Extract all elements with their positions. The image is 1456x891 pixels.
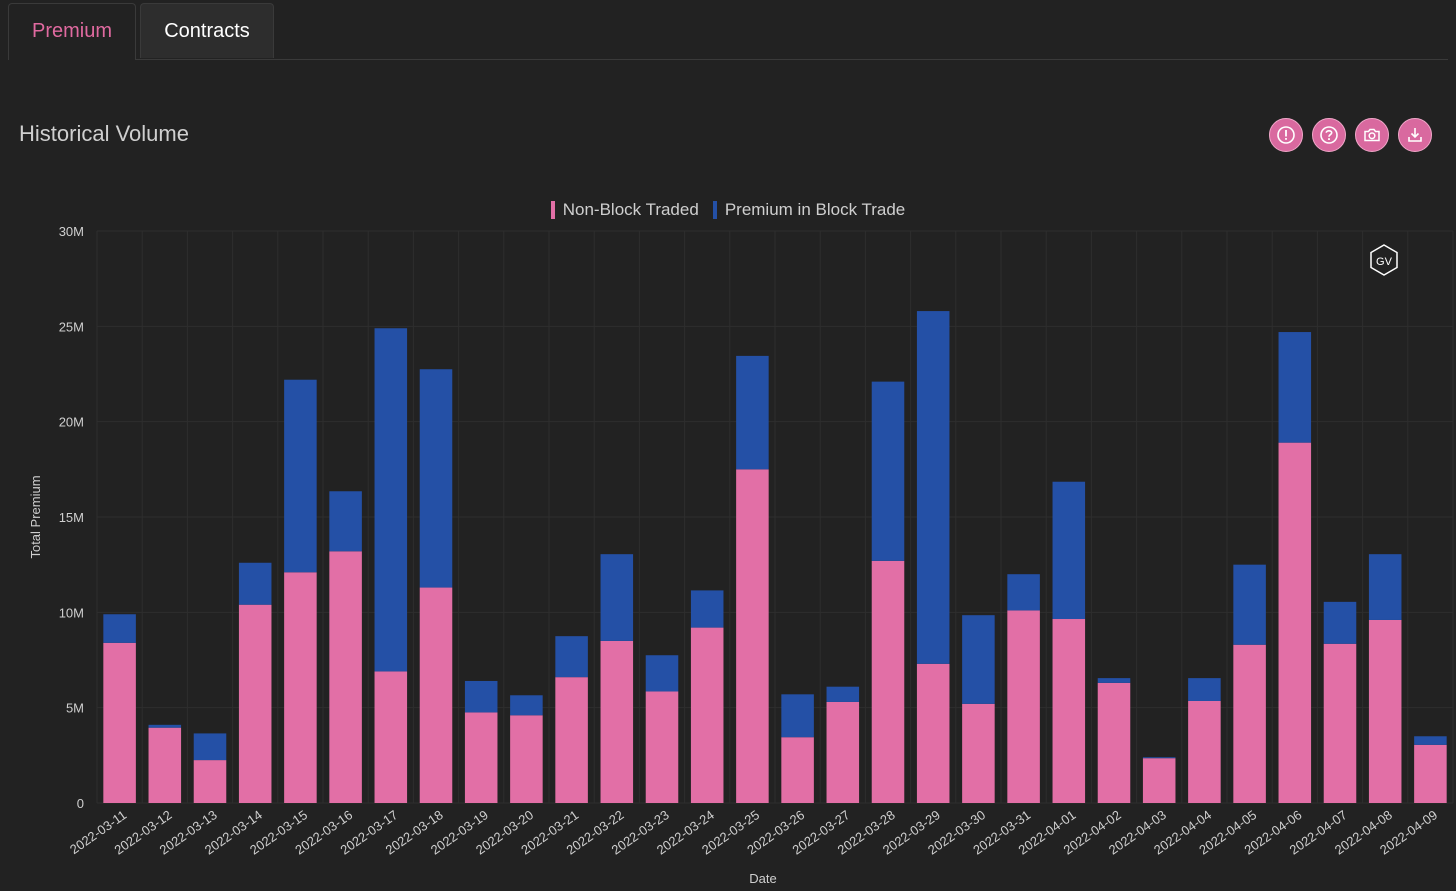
chart-bars bbox=[103, 311, 1447, 803]
bar-non-block[interactable] bbox=[193, 760, 227, 803]
legend-label-block: Premium in Block Trade bbox=[724, 200, 906, 219]
bar-non-block[interactable] bbox=[1368, 619, 1402, 803]
bar-block[interactable] bbox=[962, 615, 995, 704]
panel-title: Historical Volume bbox=[19, 121, 189, 146]
y-tick-label: 30M bbox=[59, 224, 84, 239]
bar-non-block[interactable] bbox=[871, 560, 905, 803]
bar-non-block[interactable] bbox=[238, 604, 272, 803]
bar-block[interactable] bbox=[103, 614, 136, 643]
bar-non-block[interactable] bbox=[555, 677, 588, 803]
bar-non-block[interactable] bbox=[1007, 610, 1040, 803]
y-axis-ticks: 0 5M 10M 15M 20M 25M 30M bbox=[59, 224, 84, 811]
download-button[interactable] bbox=[1398, 118, 1432, 152]
watermark-logo: GV bbox=[1370, 244, 1398, 276]
camera-icon bbox=[1364, 128, 1380, 142]
bar-non-block[interactable] bbox=[464, 712, 498, 803]
bar-non-block[interactable] bbox=[148, 727, 182, 803]
y-tick-label: 5M bbox=[66, 701, 84, 716]
x-axis-label: Date bbox=[749, 871, 776, 886]
bar-block[interactable] bbox=[1097, 678, 1131, 683]
bar-block[interactable] bbox=[871, 381, 905, 561]
bar-block[interactable] bbox=[1414, 736, 1447, 745]
help-button[interactable] bbox=[1312, 118, 1346, 152]
chart-grid bbox=[96, 230, 1454, 804]
bar-block[interactable] bbox=[148, 724, 182, 728]
bar-block[interactable] bbox=[736, 355, 769, 470]
bar-non-block[interactable] bbox=[1188, 700, 1221, 803]
bar-block[interactable] bbox=[464, 680, 498, 713]
bar-block[interactable] bbox=[1323, 601, 1357, 644]
bar-block[interactable] bbox=[1188, 678, 1221, 701]
bar-non-block[interactable] bbox=[419, 587, 453, 803]
y-tick-label: 15M bbox=[59, 510, 84, 525]
bar-block[interactable] bbox=[1052, 481, 1086, 620]
bar-non-block[interactable] bbox=[736, 469, 769, 803]
bar-non-block[interactable] bbox=[781, 737, 814, 803]
bar-non-block[interactable] bbox=[103, 642, 136, 803]
bar-block[interactable] bbox=[690, 590, 724, 628]
legend-block[interactable]: Premium in Block Trade bbox=[712, 199, 906, 221]
help-icon bbox=[1320, 126, 1338, 144]
y-tick-label: 25M bbox=[59, 319, 84, 334]
bar-block[interactable] bbox=[419, 369, 453, 588]
bar-block[interactable] bbox=[374, 328, 408, 672]
bar-non-block[interactable] bbox=[329, 551, 362, 803]
y-axis-label: Total Premium bbox=[28, 475, 43, 558]
tab-contracts[interactable]: Contracts bbox=[140, 3, 274, 58]
bar-block[interactable] bbox=[600, 554, 634, 641]
bar-block[interactable] bbox=[826, 686, 860, 702]
legend-non-block[interactable]: Non-Block Traded bbox=[550, 199, 699, 221]
bar-non-block[interactable] bbox=[645, 691, 679, 803]
bar-non-block[interactable] bbox=[1052, 619, 1086, 803]
bar-block[interactable] bbox=[510, 695, 543, 716]
bar-block[interactable] bbox=[916, 311, 950, 664]
bar-block[interactable] bbox=[1142, 757, 1176, 759]
bar-block[interactable] bbox=[193, 733, 227, 761]
bar-non-block[interactable] bbox=[690, 627, 724, 803]
report-issue-button[interactable] bbox=[1269, 118, 1303, 152]
x-axis-ticks: 2022-03-112022-03-122022-03-132022-03-14… bbox=[67, 807, 1440, 857]
bar-non-block[interactable] bbox=[284, 572, 317, 803]
bar-non-block[interactable] bbox=[600, 640, 634, 803]
watermark-text: GV bbox=[1376, 256, 1393, 268]
bar-non-block[interactable] bbox=[1233, 644, 1266, 803]
bar-block[interactable] bbox=[238, 562, 272, 605]
bar-non-block[interactable] bbox=[374, 671, 408, 803]
bar-non-block[interactable] bbox=[826, 701, 860, 803]
legend-swatch-non-block bbox=[550, 201, 555, 219]
chart-legend: Non-Block Traded Premium in Block Trade bbox=[0, 199, 1456, 221]
bar-block[interactable] bbox=[329, 491, 362, 552]
bar-non-block[interactable] bbox=[1323, 643, 1357, 803]
info-icon bbox=[1277, 126, 1295, 144]
bar-block[interactable] bbox=[645, 655, 679, 692]
bar-block[interactable] bbox=[1278, 332, 1312, 443]
bar-non-block[interactable] bbox=[962, 703, 995, 803]
y-tick-label: 10M bbox=[59, 605, 84, 620]
tab-premium[interactable]: Premium bbox=[8, 3, 136, 60]
legend-label-non-block: Non-Block Traded bbox=[562, 200, 699, 219]
bar-block[interactable] bbox=[555, 636, 588, 678]
bar-block[interactable] bbox=[1368, 554, 1402, 620]
bar-non-block[interactable] bbox=[1414, 744, 1447, 803]
bar-block[interactable] bbox=[1233, 564, 1266, 645]
bar-non-block[interactable] bbox=[1097, 682, 1131, 803]
bar-non-block[interactable] bbox=[1142, 758, 1176, 803]
bar-block[interactable] bbox=[284, 379, 317, 573]
download-icon bbox=[1408, 128, 1422, 142]
screenshot-button[interactable] bbox=[1355, 118, 1389, 152]
bar-non-block[interactable] bbox=[1278, 442, 1312, 803]
bar-non-block[interactable] bbox=[916, 663, 950, 803]
y-tick-label: 0 bbox=[77, 796, 84, 811]
legend-swatch-block bbox=[712, 201, 717, 219]
bar-non-block[interactable] bbox=[510, 715, 543, 803]
bar-block[interactable] bbox=[1007, 574, 1040, 611]
tab-bar: Premium Contracts bbox=[8, 3, 1448, 60]
y-tick-label: 20M bbox=[59, 415, 84, 430]
bar-block[interactable] bbox=[781, 694, 814, 738]
